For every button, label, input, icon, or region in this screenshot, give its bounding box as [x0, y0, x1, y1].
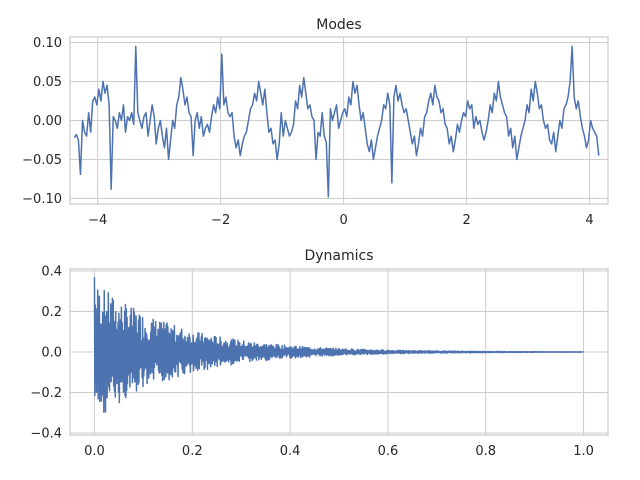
dynamics-x-tick-label: 0.8: [475, 444, 496, 459]
modes-x-tick-label: −2: [211, 213, 230, 228]
dynamics-x-tick-label: 0.0: [84, 444, 105, 459]
dynamics-x-tick-label: 0.2: [182, 444, 203, 459]
modes-y-tick-label: 0.10: [33, 36, 62, 51]
dynamics-title: Dynamics: [304, 248, 373, 264]
modes-x-tick-label: 0: [339, 213, 347, 228]
modes-x-tick-label: 2: [462, 213, 470, 228]
modes-y-tick-label: 0.05: [33, 75, 62, 90]
modes-title: Modes: [316, 17, 361, 33]
modes-y-tick-label: −0.05: [22, 153, 62, 168]
modes-y-tick-label: −0.10: [22, 192, 62, 207]
dynamics-y-tick-label: 0.4: [41, 265, 62, 280]
dynamics-panel: 0.0 0.2 0.4 0.6 0.8 1.0 −0.4 −0.2 0.0 0.2 0.4 Dynam…: [30, 248, 609, 459]
dynamics-y-tick-label: −0.4: [30, 426, 62, 441]
dynamics-y-tick-label: 0.2: [41, 305, 62, 320]
dynamics-series-line: [93, 277, 584, 414]
dynamics-y-tick-label: 0.0: [41, 346, 62, 361]
modes-x-tick-label: −4: [88, 213, 107, 228]
modes-series-line: [73, 45, 600, 198]
dynamics-x-tick-label: 1.0: [573, 444, 594, 459]
dynamics-x-tick-label: 0.4: [280, 444, 301, 459]
dynamics-y-tick-label: −0.2: [30, 386, 62, 401]
modes-x-tick-label: 4: [585, 213, 593, 228]
modes-y-tick-label: 0.00: [33, 114, 62, 129]
dynamics-x-tick-label: 0.6: [378, 444, 399, 459]
modes-panel: −4 −2 0 2 4 −0.10 −0.05 0.00 0.05 0.10 Modes: [22, 17, 609, 228]
